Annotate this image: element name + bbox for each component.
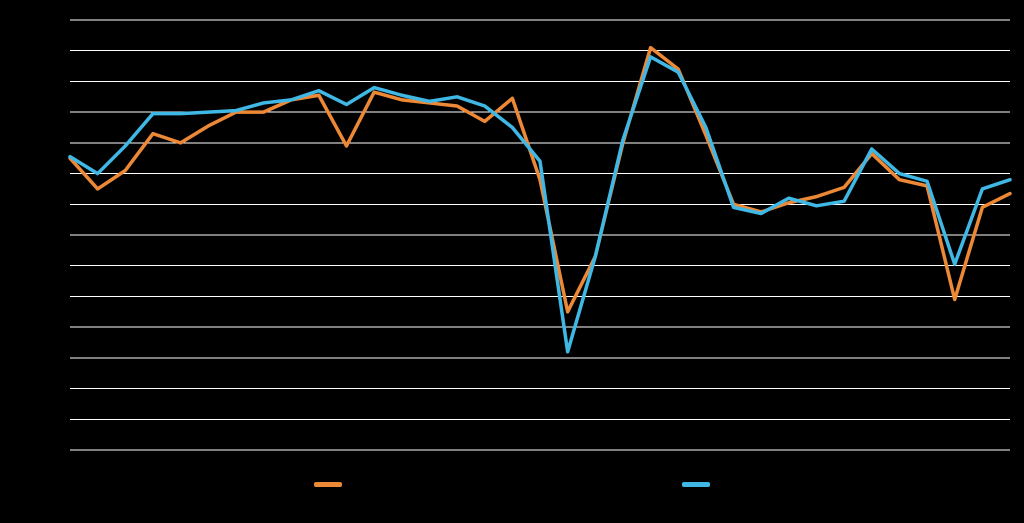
line-chart — [0, 0, 1024, 523]
legend-swatch-series-b — [682, 482, 710, 487]
legend — [0, 482, 1024, 487]
chart-background — [0, 0, 1024, 523]
legend-item-series-a — [314, 482, 342, 487]
legend-swatch-series-a — [314, 482, 342, 487]
legend-item-series-b — [682, 482, 710, 487]
chart-canvas — [0, 0, 1024, 523]
